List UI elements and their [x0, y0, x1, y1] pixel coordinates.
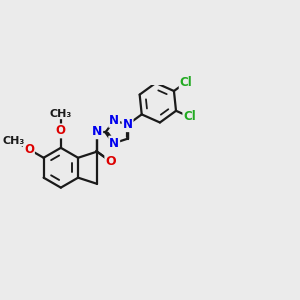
Text: CH₃: CH₃ — [3, 136, 25, 146]
Text: Cl: Cl — [183, 110, 196, 123]
Text: Cl: Cl — [180, 76, 192, 89]
Text: O: O — [24, 143, 34, 156]
Text: O: O — [105, 155, 116, 168]
Text: CH₃: CH₃ — [50, 109, 72, 118]
Text: N: N — [92, 125, 102, 138]
Text: O: O — [56, 124, 66, 137]
Text: N: N — [109, 114, 119, 127]
Text: N: N — [109, 136, 119, 150]
Text: N: N — [123, 118, 133, 131]
